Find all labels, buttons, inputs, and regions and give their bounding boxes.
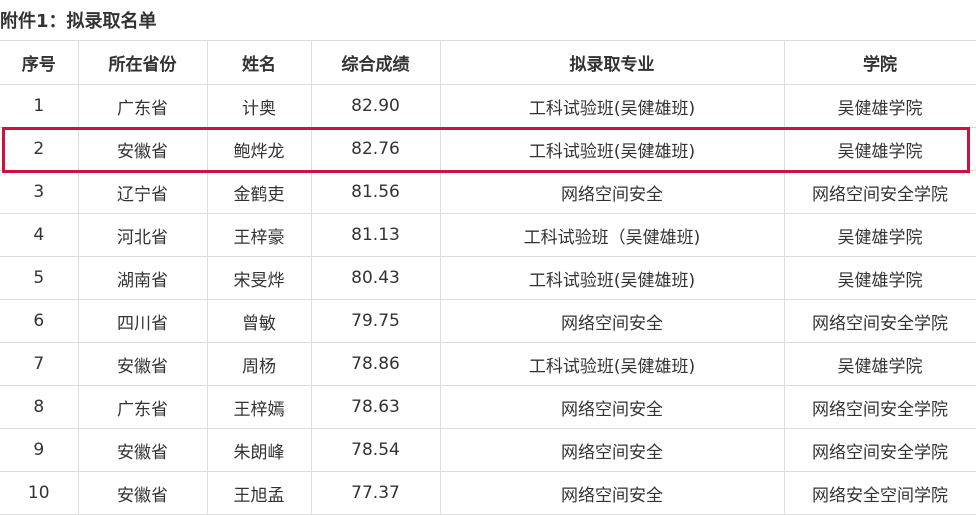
- table-cell: 4: [0, 213, 79, 257]
- table-cell: 1: [0, 84, 79, 128]
- table-cell: 7: [0, 342, 79, 386]
- table-cell: 安徽省: [77, 127, 208, 171]
- table-cell: 工科试验班(吴健雄班): [439, 84, 785, 128]
- table-cell: 81.13: [310, 213, 441, 257]
- table-cell: 宋旻烨: [206, 256, 312, 300]
- table-cell: 吴健雄学院: [783, 256, 976, 300]
- table-cell: 82.76: [310, 127, 441, 171]
- table-cell: 2: [0, 127, 79, 171]
- column-header: 姓名: [206, 40, 312, 85]
- table-cell: 王梓嫣: [206, 385, 312, 429]
- table-cell: 四川省: [77, 299, 208, 343]
- table-row: 10 安徽省 王旭孟 77.37 网络空间安全 网络安全空间学院: [0, 471, 976, 515]
- table-cell: 82.90: [310, 84, 441, 128]
- column-header: 拟录取专业: [439, 40, 785, 85]
- table-row: 5 湖南省 宋旻烨 80.43 工科试验班(吴健雄班) 吴健雄学院: [0, 256, 976, 300]
- table-row: 6 四川省 曾敏 79.75 网络空间安全 网络空间安全学院: [0, 299, 976, 343]
- table-cell: 网络空间安全学院: [783, 299, 976, 343]
- column-header: 学院: [783, 40, 976, 85]
- table-cell: 网络空间安全学院: [783, 385, 976, 429]
- table-cell: 广东省: [77, 385, 208, 429]
- column-header: 综合成绩: [310, 40, 441, 85]
- table-row: 8 广东省 王梓嫣 78.63 网络空间安全 网络空间安全学院: [0, 385, 976, 429]
- table-cell: 6: [0, 299, 79, 343]
- table-cell: 9: [0, 428, 79, 472]
- table-cell: 吴健雄学院: [783, 213, 976, 257]
- table-cell: 安徽省: [77, 428, 208, 472]
- table-header-row: 序号 所在省份 姓名 综合成绩 拟录取专业 学院: [0, 40, 976, 85]
- table-cell: 网络安全空间学院: [783, 471, 976, 515]
- table-cell: 网络空间安全学院: [783, 170, 976, 214]
- table-row: 2 安徽省 鲍烨龙 82.76 工科试验班(吴健雄班) 吴健雄学院: [0, 127, 976, 171]
- table-cell: 工科试验班(吴健雄班): [439, 127, 785, 171]
- table-cell: 网络空间安全学院: [783, 428, 976, 472]
- table-cell: 王梓豪: [206, 213, 312, 257]
- table-cell: 计奥: [206, 84, 312, 128]
- table-cell: 78.63: [310, 385, 441, 429]
- table-cell: 10: [0, 471, 79, 515]
- table-cell: 周杨: [206, 342, 312, 386]
- table-cell: 金鹤吏: [206, 170, 312, 214]
- table-cell: 5: [0, 256, 79, 300]
- table-cell: 网络空间安全: [439, 471, 785, 515]
- table-cell: 鲍烨龙: [206, 127, 312, 171]
- table-cell: 78.54: [310, 428, 441, 472]
- table-cell: 朱朗峰: [206, 428, 312, 472]
- table-cell: 79.75: [310, 299, 441, 343]
- table-cell: 吴健雄学院: [783, 127, 976, 171]
- table-cell: 8: [0, 385, 79, 429]
- table-cell: 工科试验班(吴健雄班): [439, 256, 785, 300]
- table-row: 3 辽宁省 金鹤吏 81.56 网络空间安全 网络空间安全学院: [0, 170, 976, 214]
- table-cell: 81.56: [310, 170, 441, 214]
- table-cell: 安徽省: [77, 342, 208, 386]
- table-cell: 77.37: [310, 471, 441, 515]
- table-cell: 网络空间安全: [439, 299, 785, 343]
- table-cell: 工科试验班(吴健雄班): [439, 342, 785, 386]
- table-cell: 80.43: [310, 256, 441, 300]
- table-cell: 吴健雄学院: [783, 342, 976, 386]
- column-header: 所在省份: [77, 40, 208, 85]
- table-cell: 3: [0, 170, 79, 214]
- admission-table: 序号 所在省份 姓名 综合成绩 拟录取专业 学院 1 广东省 计奥 82.90 工科试验班(吴健雄…: [0, 40, 976, 515]
- table-cell: 78.86: [310, 342, 441, 386]
- table-cell: 王旭孟: [206, 471, 312, 515]
- table-cell: 网络空间安全: [439, 428, 785, 472]
- table-row: 4 河北省 王梓豪 81.13 工科试验班（吴健雄班) 吴健雄学院: [0, 213, 976, 257]
- page-title: 附件1：拟录取名单: [0, 11, 157, 32]
- table-cell: 辽宁省: [77, 170, 208, 214]
- table-row: 7 安徽省 周杨 78.86 工科试验班(吴健雄班) 吴健雄学院: [0, 342, 976, 386]
- table-cell: 吴健雄学院: [783, 84, 976, 128]
- table-row: 9 安徽省 朱朗峰 78.54 网络空间安全 网络空间安全学院: [0, 428, 976, 472]
- table-cell: 曾敏: [206, 299, 312, 343]
- table-cell: 广东省: [77, 84, 208, 128]
- column-header: 序号: [0, 40, 79, 85]
- table-cell: 湖南省: [77, 256, 208, 300]
- table-cell: 安徽省: [77, 471, 208, 515]
- table-cell: 网络空间安全: [439, 170, 785, 214]
- table-cell: 网络空间安全: [439, 385, 785, 429]
- table-row: 1 广东省 计奥 82.90 工科试验班(吴健雄班) 吴健雄学院: [0, 84, 976, 128]
- table-cell: 河北省: [77, 213, 208, 257]
- table-cell: 工科试验班（吴健雄班): [439, 213, 785, 257]
